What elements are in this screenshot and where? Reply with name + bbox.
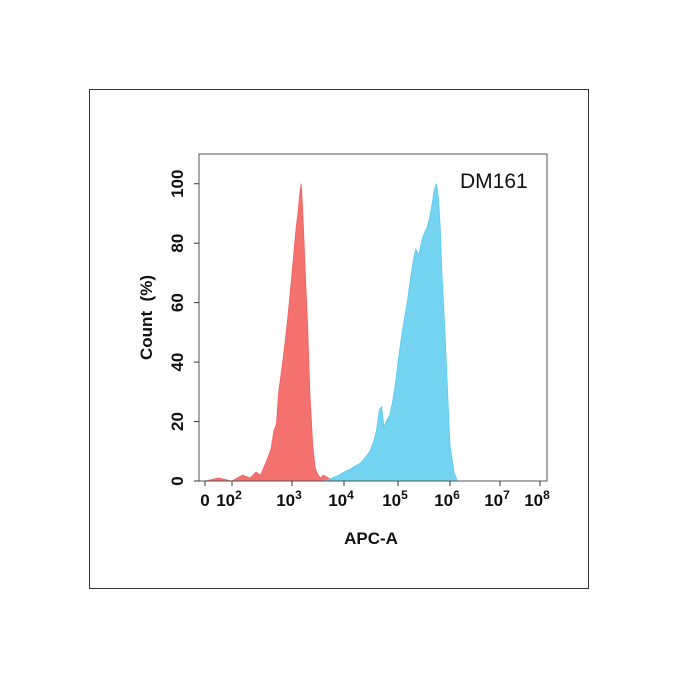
y-tick-label: 60 <box>168 293 187 312</box>
sample-annotation: DM161 <box>460 170 528 193</box>
x-tick-label: 103 <box>276 488 302 510</box>
x-tick-label: 0 <box>200 491 209 510</box>
y-axis-ticks: 0 20 40 60 80 100 <box>168 170 199 486</box>
y-axis-title: Count (%) <box>137 275 156 360</box>
x-axis-ticks: 0 102 103 104 105 106 107 108 <box>200 481 550 510</box>
y-tick-label: 40 <box>168 353 187 372</box>
y-tick-label: 0 <box>168 476 187 485</box>
histogram-series-1 <box>204 183 334 482</box>
histogram-fills <box>204 183 458 482</box>
x-axis-title: APC-A <box>344 529 398 548</box>
histogram-series-2 <box>323 183 458 482</box>
plot-area-border <box>198 153 548 482</box>
x-tick-label: 108 <box>524 488 550 510</box>
x-tick-label: 102 <box>216 488 242 510</box>
y-tick-label: 100 <box>168 170 187 198</box>
x-tick-label: 106 <box>434 488 460 510</box>
y-tick-label: 20 <box>168 412 187 431</box>
y-tick-label: 80 <box>168 234 187 253</box>
x-tick-label: 105 <box>382 488 408 510</box>
x-tick-label: 107 <box>484 488 510 510</box>
figure-frame <box>89 89 589 589</box>
x-tick-label: 104 <box>328 488 354 510</box>
